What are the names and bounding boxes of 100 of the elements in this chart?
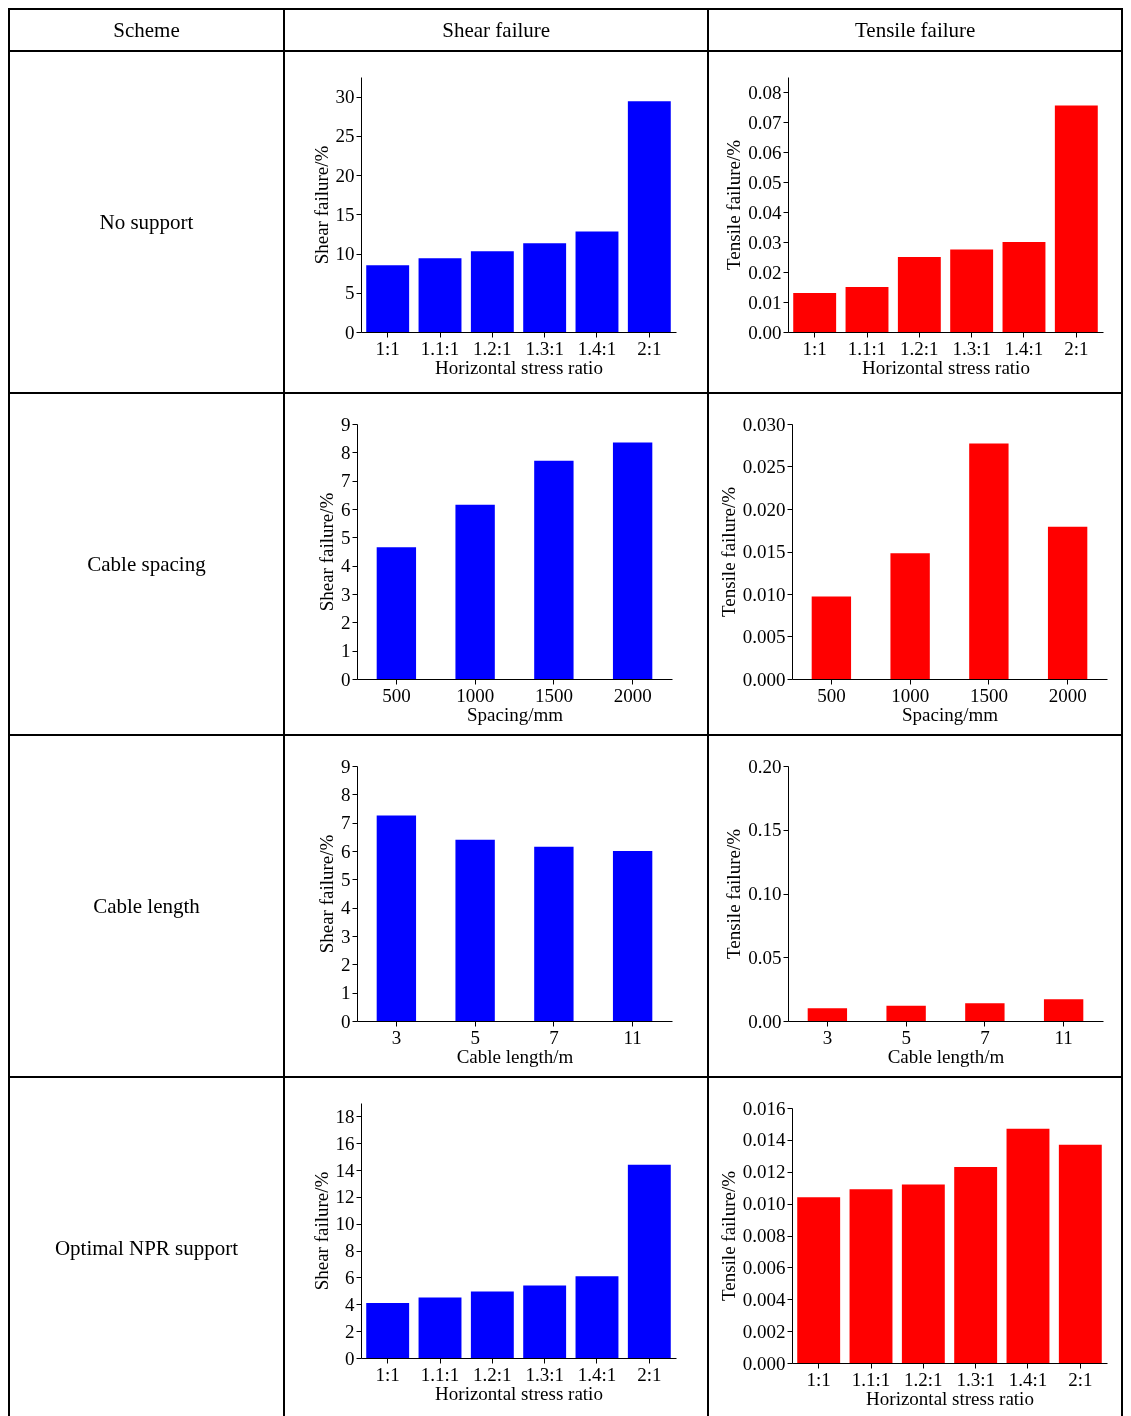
y-tick-label: 0.014 (742, 1128, 787, 1150)
y-tick-label: 0.06 (747, 141, 782, 163)
x-tick-label: 1.2:1 (899, 337, 939, 359)
y-tick-label: 0.000 (742, 1352, 786, 1373)
x-tick-label: 1:1 (802, 337, 827, 359)
y-tick-label: 0.20 (747, 755, 782, 776)
y-tick-label: 0.004 (742, 1288, 787, 1310)
bar (628, 101, 671, 332)
bar (612, 441, 652, 679)
y-tick-label: 2 (340, 953, 351, 975)
y-tick-label: 7 (340, 469, 351, 491)
bar (533, 846, 574, 1021)
x-tick-label: 1.2:1 (473, 1363, 512, 1385)
x-axis-title: Spacing/mm (902, 703, 999, 724)
y-tick-label: 0.04 (747, 201, 782, 223)
y-tick-label: 5 (340, 526, 351, 548)
text: Tensile failure (708, 9, 1122, 51)
bar (954, 1166, 998, 1363)
bar (890, 552, 930, 679)
x-tick-label: 1:1 (375, 1363, 401, 1385)
y-tick-label: 30 (335, 86, 355, 108)
text: Shear failure (283, 9, 709, 51)
y-axis-title: Shear failure/% (310, 1171, 332, 1291)
y-tick-label: 0.02 (747, 261, 782, 283)
y-tick-label: 20 (335, 164, 355, 186)
y-tick-label: 0.025 (742, 455, 786, 477)
x-tick-label: 5 (470, 1026, 480, 1047)
bar (575, 1276, 619, 1358)
bar (1002, 242, 1046, 332)
x-tick-label: 1.1:1 (847, 337, 886, 359)
y-tick-label: 9 (340, 413, 351, 434)
bar (376, 546, 416, 679)
y-tick-label: 0.002 (742, 1320, 786, 1342)
x-axis-title: Horizontal stress ratio (435, 1382, 604, 1404)
bar (418, 258, 462, 332)
bar (455, 839, 495, 1021)
y-tick-label: 0 (340, 1010, 351, 1031)
x-axis-title: Cable length/m (887, 1045, 1005, 1066)
bar (1059, 1144, 1102, 1363)
y-tick-label: 25 (335, 125, 355, 147)
y-tick-label: 8 (340, 441, 351, 463)
y-tick-label: 5 (345, 282, 355, 304)
x-tick-label: 1.4:1 (1008, 1368, 1048, 1389)
bar (471, 1291, 514, 1358)
y-tick-label: 0.015 (742, 540, 786, 562)
x-tick-label: 500 (817, 684, 846, 705)
y-tick-label: 8 (345, 1240, 355, 1262)
y-tick-label: 0.15 (747, 818, 782, 840)
y-tick-label: 0.030 (742, 413, 786, 434)
x-tick-label: 1000 (455, 684, 494, 705)
bar (455, 504, 495, 679)
x-tick-label: 1000 (891, 684, 930, 705)
text: No support (98, 209, 195, 235)
y-tick-label: 0.010 (742, 1192, 786, 1214)
bar (376, 815, 416, 1021)
y-tick-label: 0.07 (747, 111, 782, 133)
bar (897, 257, 941, 332)
x-tick-label: 1.2:1 (904, 1368, 943, 1389)
y-tick-label: 15 (335, 203, 355, 225)
x-tick-label: 1.3:1 (525, 1363, 565, 1385)
x-tick-label: 2:1 (1068, 1368, 1093, 1389)
y-tick-label: 3 (340, 583, 351, 604)
y-tick-label: 0.008 (742, 1224, 786, 1246)
bar (1048, 526, 1088, 679)
y-tick-label: 0.006 (742, 1256, 786, 1278)
x-tick-label: 1.3:1 (525, 337, 565, 359)
y-tick-label: 0.00 (747, 1010, 782, 1031)
x-tick-label: 1.2:1 (473, 337, 512, 359)
bar (1054, 105, 1098, 332)
x-tick-label: 2000 (613, 684, 652, 705)
y-axis-title: Tensile failure/% (722, 828, 744, 959)
x-axis-title: Horizontal stress ratio (435, 356, 604, 378)
x-tick-label: 11 (1054, 1026, 1073, 1047)
text: Cable length (92, 893, 201, 919)
x-axis-title: Cable length/m (456, 1045, 574, 1066)
y-tick-label: 4 (340, 554, 351, 576)
y-tick-label: 1 (340, 639, 351, 661)
x-tick-label: 1:1 (375, 337, 401, 359)
y-tick-label: 4 (345, 1293, 356, 1315)
x-tick-label: 3 (822, 1026, 832, 1047)
bar (792, 293, 836, 332)
y-tick-label: 3 (340, 925, 351, 946)
y-tick-label: 4 (340, 896, 351, 918)
x-axis-title: Spacing/mm (466, 703, 563, 724)
x-tick-label: 1.1:1 (420, 1363, 460, 1385)
x-tick-label: 7 (548, 1026, 559, 1047)
x-tick-label: 1500 (970, 684, 1009, 705)
text: Scheme (9, 9, 284, 51)
y-tick-label: 0.10 (747, 882, 782, 904)
bar (902, 1184, 945, 1363)
x-axis-title: Horizontal stress ratio (866, 1387, 1035, 1408)
bar (523, 243, 567, 332)
y-tick-label: 10 (335, 1213, 355, 1235)
x-tick-label: 1.3:1 (956, 1368, 996, 1389)
y-tick-label: 0.08 (747, 81, 782, 103)
y-axis-title: Shear failure/% (315, 833, 337, 953)
y-tick-label: 2 (340, 611, 351, 633)
y-tick-label: 0.05 (747, 171, 782, 193)
y-tick-label: 8 (340, 783, 351, 805)
y-tick-label: 0.00 (747, 321, 782, 343)
